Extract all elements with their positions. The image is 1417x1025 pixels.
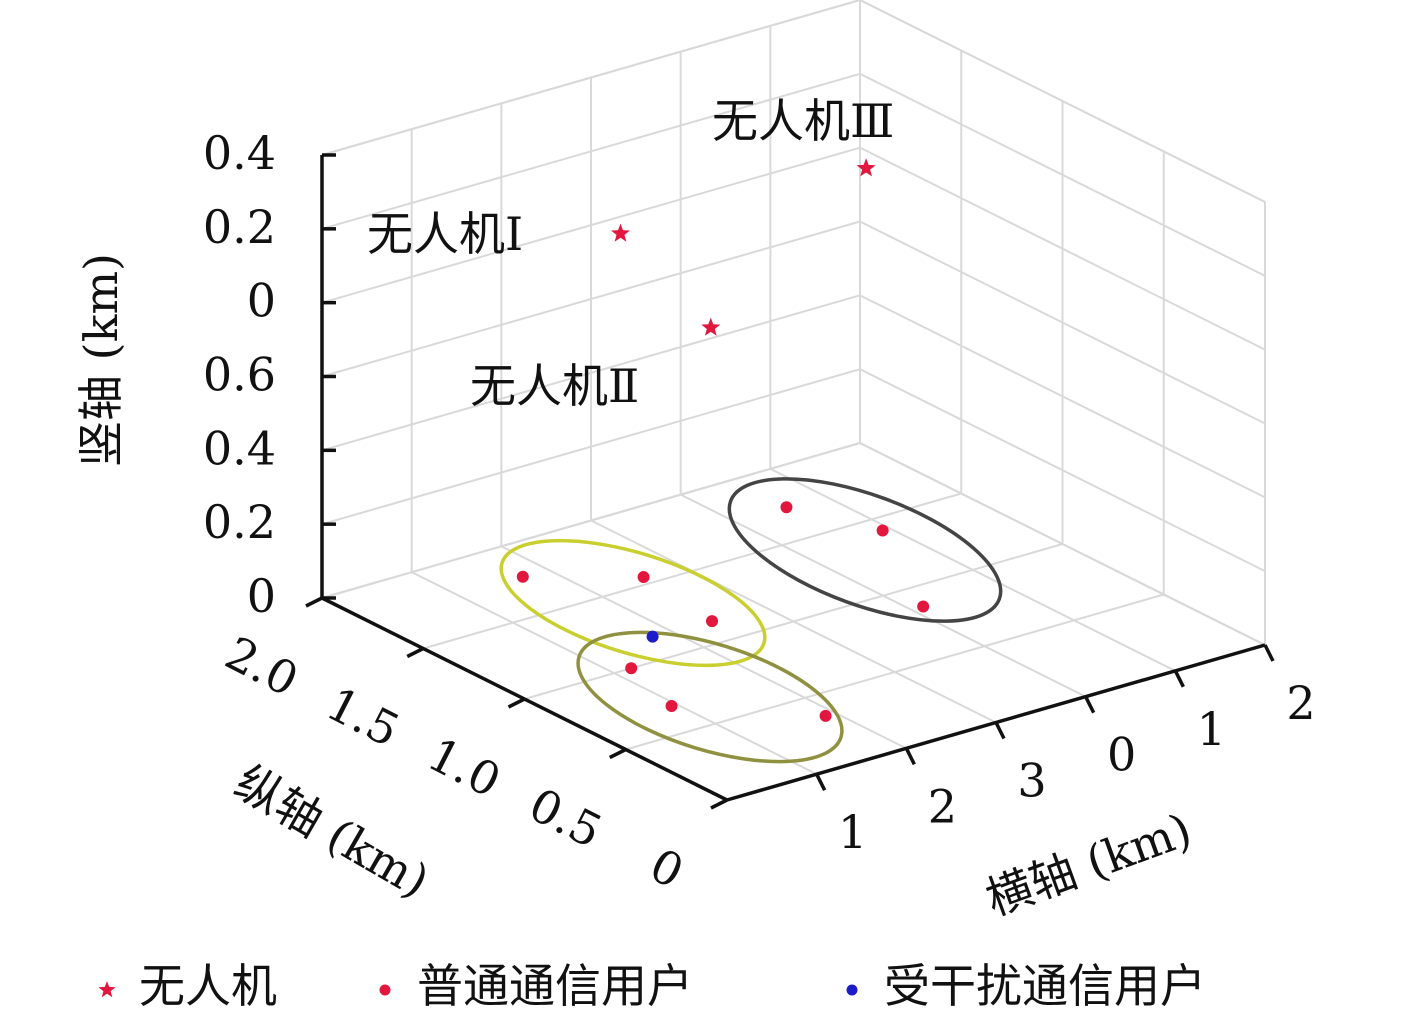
x-tick [815, 773, 827, 791]
star-marker [701, 317, 721, 336]
dot-marker [780, 501, 793, 514]
y-tick-label: 0.5 [521, 777, 611, 858]
grid-line [859, 0, 1266, 203]
mark-layer [516, 158, 930, 722]
legend-label: 无人机 [139, 959, 277, 1013]
grid-line [321, 220, 861, 378]
y-tick [507, 697, 526, 709]
dot-marker [625, 662, 638, 675]
annotation: 无人机Ⅲ [712, 94, 894, 148]
dot-marker [516, 570, 529, 583]
cluster-ellipse [576, 630, 844, 764]
x-tick-label: 2 [1286, 676, 1315, 730]
legend-marker [846, 984, 858, 996]
dot-marker [917, 600, 930, 613]
z-tick-label: 0.4 [203, 126, 276, 180]
grid-line [859, 294, 1266, 499]
x-tick-label: 1 [838, 805, 867, 859]
star-marker [611, 223, 630, 242]
x-tick-label: 2 [928, 779, 957, 833]
x-tick [1263, 644, 1275, 662]
x-tick-label: 0 [1107, 728, 1136, 782]
grid-line [859, 368, 1266, 573]
y-tick-label: 1.5 [318, 676, 408, 757]
y-tick-label: 0 [642, 838, 693, 899]
dot-marker [706, 615, 719, 628]
grid-line [859, 442, 1266, 646]
annotation: 无人机Ⅰ [367, 207, 523, 261]
grid-line [524, 543, 1063, 700]
y-tick-label: 1.0 [419, 727, 509, 808]
z-tick-label: 0.6 [203, 348, 276, 402]
dot-marker [646, 630, 659, 643]
legend-marker [379, 984, 391, 996]
legend: 无人机 普通通信用户 受干扰通信用户 [98, 959, 1206, 1013]
legend-marker [98, 981, 116, 998]
grid-line [321, 72, 861, 230]
y-tick [608, 747, 627, 760]
dot-marker [819, 709, 832, 722]
cluster-ellipse [499, 538, 767, 668]
x-tick-label: 3 [1017, 754, 1046, 808]
x-tick [1173, 670, 1185, 688]
y-tick [406, 646, 425, 659]
x-tick [1084, 695, 1096, 714]
grid-line [859, 146, 1266, 351]
x-axis-label: 横轴 (km) [979, 802, 1199, 926]
z-tick-label: 0.4 [203, 421, 276, 475]
z-tick-label: 0.2 [203, 495, 276, 549]
grid-line [321, 294, 861, 452]
z-tick-label: 0.2 [203, 200, 276, 254]
grid-line [321, 442, 861, 599]
z-tick-label: 0 [247, 274, 276, 328]
cluster-ellipse [727, 477, 1003, 623]
dot-marker [637, 571, 650, 584]
y-axis-label: 纵轴 (km) [226, 755, 438, 909]
legend-label: 普通通信用户 [417, 959, 693, 1013]
dot-marker [665, 700, 678, 713]
star-marker [856, 158, 876, 177]
y-tick [305, 596, 323, 608]
grid-line [321, 146, 861, 304]
x-tick [994, 721, 1006, 740]
grid-line [321, 368, 861, 526]
z-axis-label: 竖轴 (km) [74, 253, 128, 467]
grid-line [859, 220, 1266, 425]
grid-line [321, 0, 861, 156]
x-tick [904, 747, 916, 766]
y-tick [710, 798, 728, 810]
axis-layer: 1 2 3 0 1 200.51.01.52.000.20.40.600.20.4 [203, 126, 1316, 899]
annotation: 无人机Ⅱ [470, 359, 639, 413]
y-tick-label: 2.0 [217, 626, 307, 707]
x-tick-label: 1 [1197, 702, 1226, 756]
dot-marker [876, 524, 889, 537]
grid-line [625, 593, 1165, 751]
legend-label: 受干扰通信用户 [884, 959, 1206, 1013]
z-tick-label: 0 [247, 569, 276, 623]
grid-line [859, 72, 1266, 277]
